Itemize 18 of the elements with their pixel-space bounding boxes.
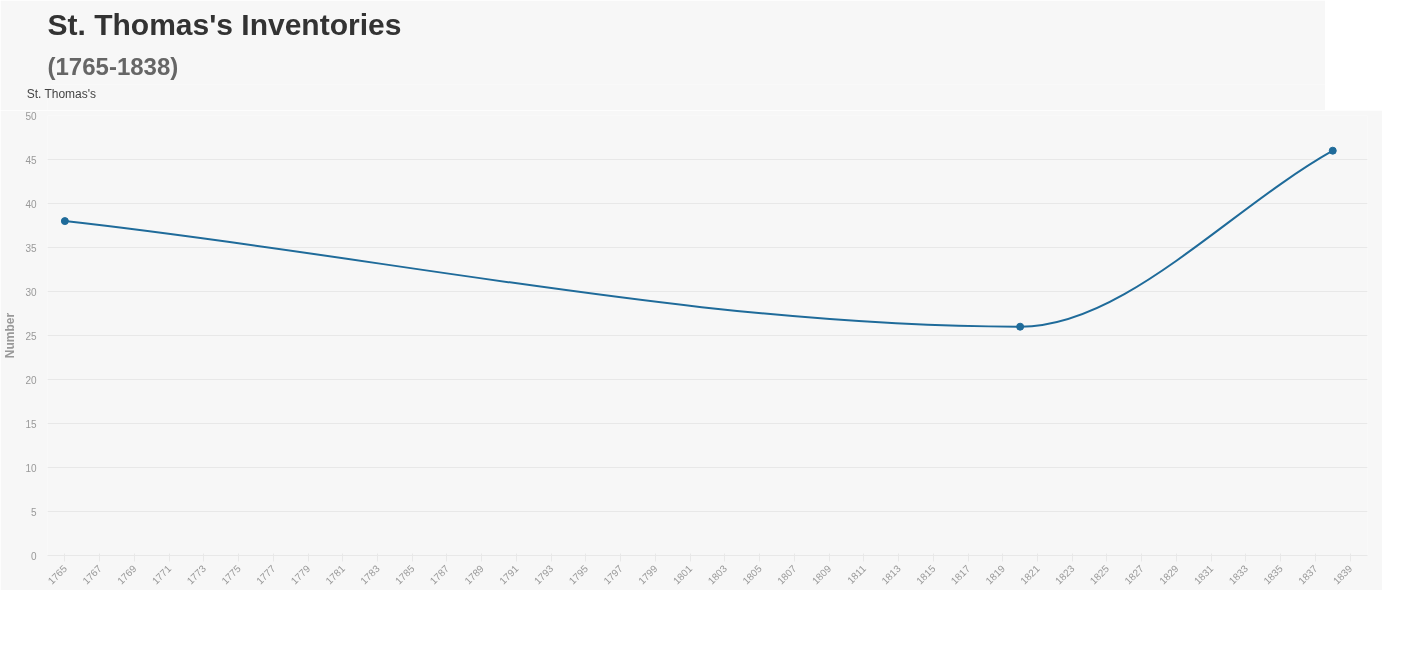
y-axis-title: Number bbox=[3, 312, 18, 359]
y-tick-label: 25 bbox=[25, 330, 37, 342]
y-tick-label: 40 bbox=[25, 198, 37, 210]
y-tick-label: 45 bbox=[25, 154, 37, 166]
y-tick-label: 10 bbox=[25, 462, 37, 474]
point bbox=[1016, 322, 1025, 331]
y-tick-label: 30 bbox=[25, 286, 37, 298]
chart-title: St. Thomas's Inventories bbox=[47, 7, 402, 41]
chart-subtitle: (1765-1838) bbox=[47, 52, 179, 80]
y-tick-label: 50 bbox=[25, 110, 37, 122]
y-tick-label: 0 bbox=[30, 550, 37, 562]
y-tick-label: 20 bbox=[25, 374, 37, 386]
text: St. Thomas's bbox=[26, 87, 97, 101]
y-tick-label: 35 bbox=[25, 242, 37, 254]
y-tick-label: 5 bbox=[30, 506, 37, 518]
point bbox=[1328, 146, 1337, 155]
point bbox=[60, 217, 69, 226]
y-tick-label: 15 bbox=[25, 418, 37, 430]
